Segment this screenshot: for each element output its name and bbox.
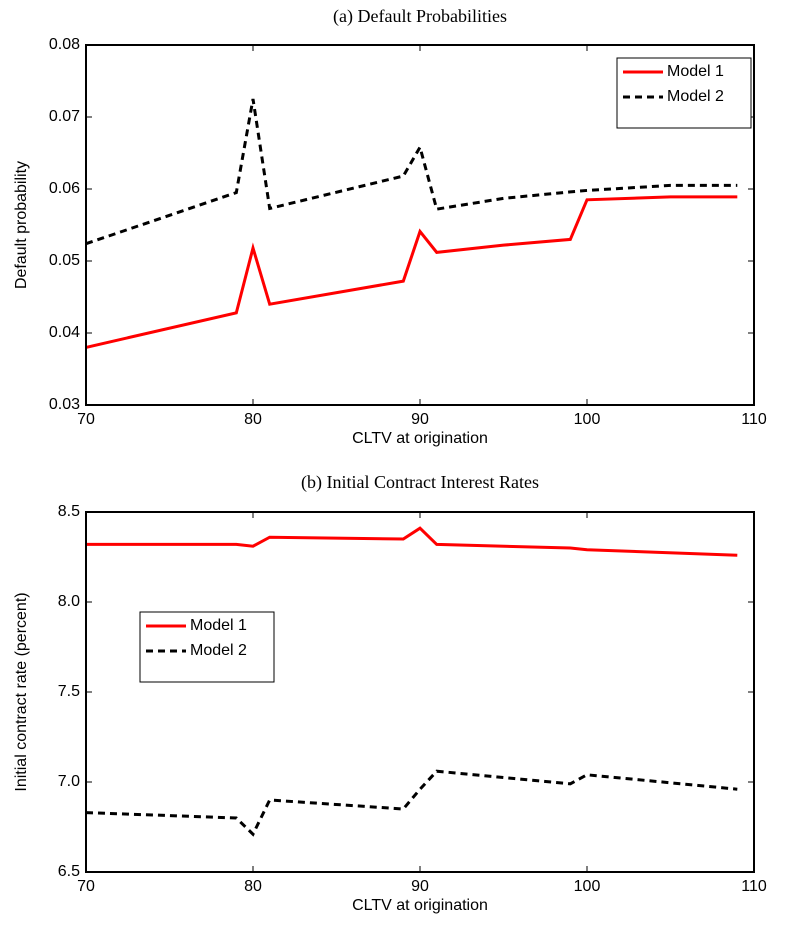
plot-area bbox=[86, 512, 754, 872]
x-tick-label: 100 bbox=[574, 411, 601, 428]
x-axis-label: CLTV at origination bbox=[352, 897, 488, 914]
chart-title: (b) Initial Contract Interest Rates bbox=[301, 472, 539, 493]
y-tick-label: 7.0 bbox=[58, 773, 80, 790]
data-line bbox=[85, 98, 738, 246]
legend-label: Model 2 bbox=[667, 88, 724, 105]
axes-frame bbox=[85, 44, 755, 406]
x-tick-label: 80 bbox=[244, 878, 262, 895]
y-tick-label: 0.07 bbox=[49, 108, 80, 125]
legend-label: Model 2 bbox=[190, 642, 247, 659]
y-tick-label: 0.05 bbox=[49, 252, 80, 269]
y-tick-label: 0.06 bbox=[49, 180, 80, 197]
x-tick-label: 90 bbox=[411, 878, 429, 895]
y-axis-label: Default probability bbox=[13, 161, 30, 289]
legend-box bbox=[616, 57, 752, 129]
x-tick-label: 80 bbox=[244, 411, 262, 428]
y-tick-label: 0.04 bbox=[49, 324, 80, 341]
y-tick-label: 0.03 bbox=[49, 396, 80, 413]
legend-box bbox=[139, 611, 275, 683]
x-tick-label: 110 bbox=[741, 878, 767, 895]
y-tick-label: 8.5 bbox=[58, 503, 80, 520]
x-axis-label: CLTV at origination bbox=[352, 430, 488, 447]
axes-frame bbox=[85, 511, 755, 873]
x-tick-label: 100 bbox=[574, 878, 601, 895]
chart-title: (a) Default Probabilities bbox=[333, 6, 507, 27]
data-line bbox=[86, 526, 738, 557]
x-tick-label: 110 bbox=[741, 411, 767, 428]
y-tick-label: 8.0 bbox=[58, 593, 80, 610]
x-tick-label: 70 bbox=[77, 411, 95, 428]
data-line bbox=[85, 195, 738, 349]
y-tick-label: 6.5 bbox=[58, 863, 80, 880]
y-tick-label: 0.08 bbox=[49, 36, 80, 53]
y-tick-label: 7.5 bbox=[58, 683, 80, 700]
x-tick-label: 70 bbox=[77, 878, 95, 895]
legend-label: Model 1 bbox=[667, 63, 724, 80]
data-line bbox=[85, 769, 738, 837]
legend-label: Model 1 bbox=[190, 617, 247, 634]
y-axis-label: Initial contract rate (percent) bbox=[13, 592, 30, 791]
x-tick-label: 90 bbox=[411, 411, 429, 428]
